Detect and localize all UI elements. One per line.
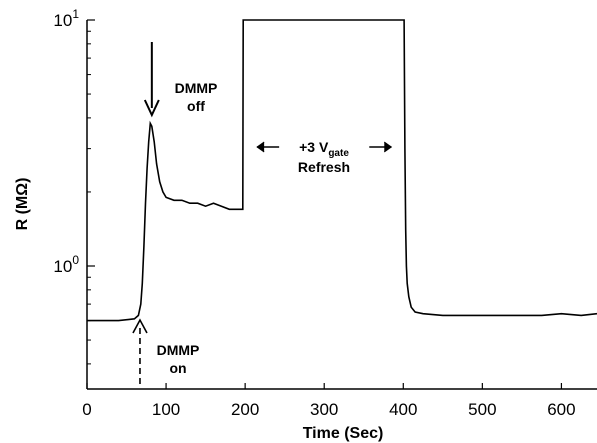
x-tick-label: 0	[82, 400, 91, 419]
refresh-arrowhead-left	[256, 141, 265, 153]
dmmp-on-arrowhead	[132, 318, 148, 334]
x-tick-label: 400	[389, 400, 417, 419]
x-tick-label: 100	[152, 400, 180, 419]
annotation-refresh-prefix: +3 V	[299, 139, 329, 155]
annotation-dmmp-off-line1: DMMP	[175, 80, 218, 96]
x-tick-label: 200	[231, 400, 259, 419]
y-axis-title: R (MΩ)	[14, 178, 31, 231]
annotation-refresh-line2: Refresh	[298, 159, 350, 175]
annotation-dmmp-off-line2: off	[187, 98, 205, 114]
tick-labels: 0 100 200 300 400 500 600 100 101	[53, 7, 575, 419]
y-tick-label: 100	[53, 253, 79, 276]
annotation-refresh-subscript: gate	[328, 148, 349, 159]
annotation-dmmp-on-line1: DMMP	[157, 342, 200, 358]
axis-ticks	[86, 19, 563, 389]
annotation-refresh-line1: +3 Vgate	[299, 139, 349, 159]
x-tick-label: 600	[547, 400, 575, 419]
x-tick-label: 300	[310, 400, 338, 419]
annotations: DMMP off +3 Vgate Refresh DMMP on	[132, 42, 393, 386]
axes	[86, 20, 597, 390]
refresh-arrowhead-right	[383, 141, 393, 153]
series-layer	[87, 19, 597, 322]
series-line-0	[87, 19, 597, 322]
x-axis-title: Time (Sec)	[303, 425, 384, 442]
annotation-dmmp-on-line2: on	[169, 360, 186, 376]
y-tick-label: 101	[53, 7, 79, 30]
dmmp-off-arrowhead	[143, 99, 160, 118]
x-tick-label: 500	[468, 400, 496, 419]
